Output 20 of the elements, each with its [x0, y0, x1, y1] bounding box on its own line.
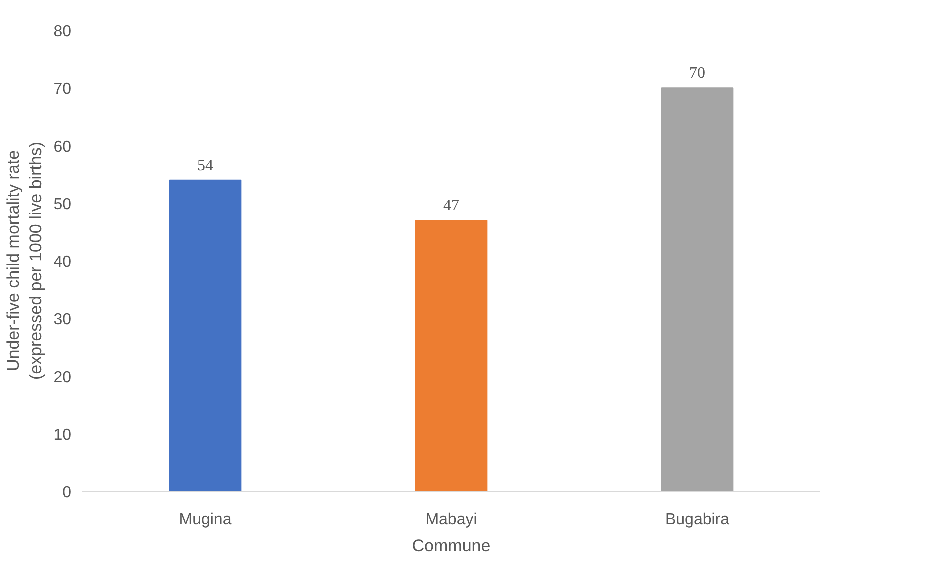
bar: [169, 180, 242, 492]
x-axis-title: Commune: [412, 536, 491, 556]
y-tick-label: 30: [54, 312, 72, 329]
x-tick-label: Bugabira: [665, 512, 730, 528]
data-label: 54: [198, 157, 214, 174]
data-label: 47: [444, 198, 460, 215]
bar: [661, 88, 734, 492]
y-tick-label: 40: [54, 254, 72, 271]
y-tick-label: 10: [54, 426, 72, 444]
y-tick-label: 0: [62, 484, 72, 502]
y-tick-label: 80: [54, 24, 72, 40]
y-tick-label: 20: [54, 369, 72, 386]
y-tick-label: 60: [54, 138, 72, 156]
data-label: 70: [690, 65, 706, 82]
bar: [415, 220, 488, 492]
y-tick-label: 70: [54, 81, 72, 98]
y-axis-title: Under-five child mortality rate (expressed per 1000 live births): [4, 142, 46, 380]
y-tick-label: 50: [54, 196, 72, 214]
x-tick-label: Mugina: [179, 512, 232, 528]
x-tick-label: Mabayi: [426, 512, 478, 528]
